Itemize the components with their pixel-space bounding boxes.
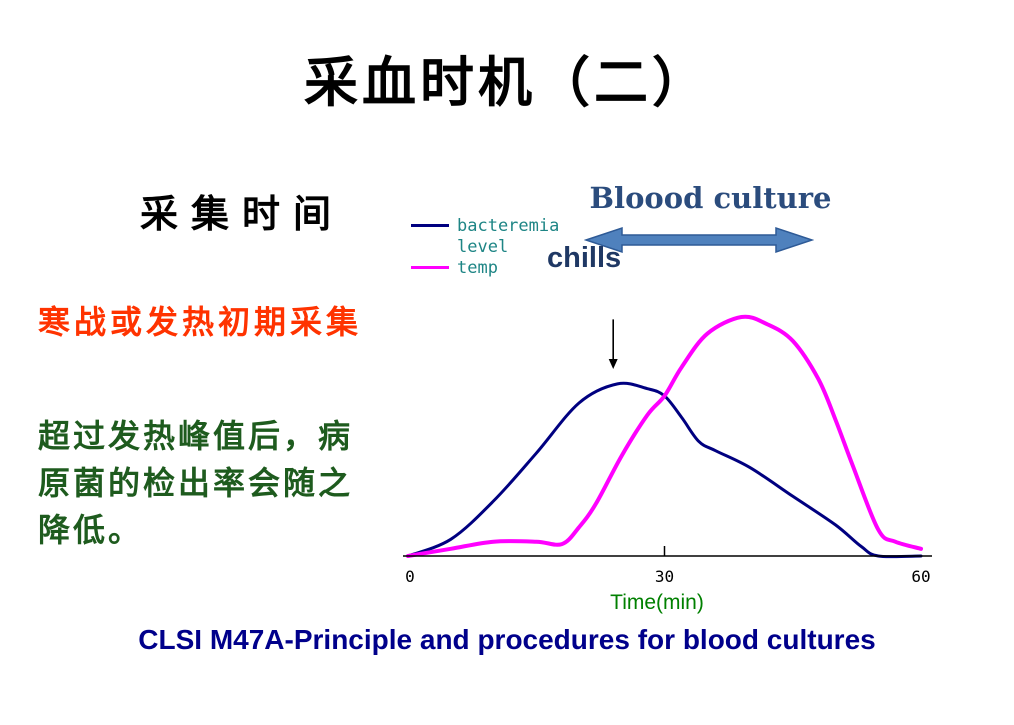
legend-label-level: level xyxy=(457,236,509,257)
chills-down-arrow-head xyxy=(608,359,618,370)
green-note-line-2: 原菌的检出率会随之 xyxy=(38,464,354,502)
double-arrow-icon xyxy=(584,226,814,254)
chart-plot-group xyxy=(406,314,923,559)
legend-row-temp: temp xyxy=(411,257,559,278)
green-note-line-1: 超过发热峰值后，病 xyxy=(38,417,354,455)
double-arrow-shape xyxy=(584,226,814,254)
red-note: 寒战或发热初期采集 xyxy=(38,303,363,341)
green-note: 超过发热峰值后，病 原菌的检出率会随之 降低。 xyxy=(38,413,353,554)
slide-title: 采血时机（二） xyxy=(304,50,710,114)
bacteremia-line-swatch xyxy=(411,224,449,227)
green-note-line-3: 降低。 xyxy=(38,511,144,549)
legend-row-bacteremia-2: level xyxy=(411,236,559,257)
legend-row-bacteremia: bacteremia xyxy=(411,215,559,236)
x-tick-label-0: 0 xyxy=(405,567,415,586)
blood-culture-label: Bloood culture xyxy=(589,181,832,215)
reference-caption: CLSI M47A-Principle and procedures for b… xyxy=(138,624,876,655)
temp-line-swatch xyxy=(411,266,449,269)
chills-label: chills xyxy=(547,242,622,274)
collection-time-heading: 采集时间 xyxy=(140,191,345,236)
legend-label-temp: temp xyxy=(457,257,498,278)
legend-label-bacteremia: bacteremia xyxy=(457,215,560,236)
series-line-temp xyxy=(406,314,923,558)
chart-svg: 0 30 60 Time(min) xyxy=(403,314,932,614)
x-tick-label-30: 30 xyxy=(655,567,674,586)
x-axis-title: Time(min) xyxy=(610,591,704,614)
series-line-bacteremia-level xyxy=(406,381,923,559)
x-tick-label-60: 60 xyxy=(911,567,930,586)
chart-legend: bacteremia level temp xyxy=(411,215,559,278)
